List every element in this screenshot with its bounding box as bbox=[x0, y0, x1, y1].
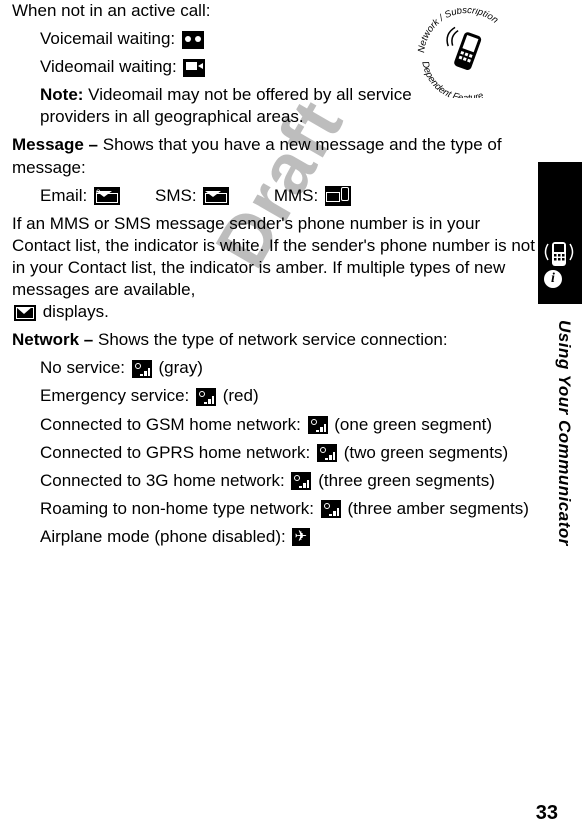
gprs-suffix: (two green segments) bbox=[339, 443, 508, 462]
g3-label: Connected to 3G home network: bbox=[40, 471, 285, 490]
no-service-icon bbox=[132, 360, 152, 378]
videomail-label: Videomail waiting: bbox=[40, 57, 177, 76]
no-service-label: No service: bbox=[40, 358, 125, 377]
voicemail-label: Voicemail waiting: bbox=[40, 29, 175, 48]
message-label: Message – bbox=[12, 135, 103, 154]
e-superscript: e bbox=[95, 187, 101, 197]
network-label: Network – bbox=[12, 330, 98, 349]
phone-icon bbox=[542, 240, 578, 270]
gsm-line: Connected to GSM home network: (one gree… bbox=[12, 414, 535, 436]
multi-message-icon bbox=[14, 305, 36, 321]
roaming-icon bbox=[321, 500, 341, 518]
emergency-icon bbox=[196, 388, 216, 406]
gsm-label: Connected to GSM home network: bbox=[40, 415, 301, 434]
mms-para-text: If an MMS or SMS message sender's phone … bbox=[12, 214, 535, 299]
g3-line: Connected to 3G home network: (three gre… bbox=[12, 470, 535, 492]
videomail-icon bbox=[183, 59, 205, 77]
email-icon: e bbox=[94, 187, 120, 205]
gprs-icon bbox=[317, 444, 337, 462]
voicemail-line: Voicemail waiting: bbox=[12, 28, 535, 50]
message-heading: Message – Shows that you have a new mess… bbox=[12, 134, 535, 178]
voicemail-icon bbox=[182, 31, 204, 49]
sms-icon bbox=[203, 187, 229, 205]
airplane-icon bbox=[292, 528, 310, 546]
network-heading: Network – Shows the type of network serv… bbox=[12, 329, 535, 351]
emergency-suffix: (red) bbox=[218, 386, 259, 405]
emergency-line: Emergency service: (red) bbox=[12, 385, 535, 407]
intro-text: When not in an active call: bbox=[12, 0, 535, 22]
roaming-suffix: (three amber segments) bbox=[343, 499, 529, 518]
page-number: 33 bbox=[536, 802, 558, 825]
no-service-line: No service: (gray) bbox=[12, 357, 535, 379]
mms-label: MMS: bbox=[274, 186, 318, 205]
section-label: Using Your Communicator bbox=[554, 320, 574, 546]
roaming-label: Roaming to non-home type network: bbox=[40, 499, 314, 518]
sms-label: SMS: bbox=[155, 186, 197, 205]
network-text: Shows the type of network service connec… bbox=[98, 330, 448, 349]
mms-para2-text: displays. bbox=[38, 302, 109, 321]
g3-suffix: (three green segments) bbox=[313, 471, 494, 490]
emergency-label: Emergency service: bbox=[40, 386, 189, 405]
gsm-suffix: (one green segment) bbox=[330, 415, 493, 434]
note-text: Videomail may not be offered by all serv… bbox=[40, 85, 412, 126]
airplane-label: Airplane mode (phone disabled): bbox=[40, 527, 286, 546]
roaming-line: Roaming to non-home type network: (three… bbox=[12, 498, 535, 520]
mms-paragraph: If an MMS or SMS message sender's phone … bbox=[12, 213, 535, 323]
email-label: Email: bbox=[40, 186, 87, 205]
g3-icon bbox=[291, 472, 311, 490]
gprs-label: Connected to GPRS home network: bbox=[40, 443, 310, 462]
info-icon: i bbox=[544, 270, 562, 288]
gprs-line: Connected to GPRS home network: (two gre… bbox=[12, 442, 535, 464]
note-label: Note: bbox=[40, 85, 83, 104]
side-tab: i bbox=[538, 162, 582, 304]
videomail-line: Videomail waiting: bbox=[12, 56, 535, 78]
note-line: Note: Videomail may not be offered by al… bbox=[12, 84, 440, 128]
message-types-line: Email: e SMS: MMS: bbox=[12, 185, 535, 207]
gsm-icon bbox=[308, 416, 328, 434]
no-service-suffix: (gray) bbox=[154, 358, 203, 377]
mms-icon bbox=[325, 186, 351, 206]
airplane-line: Airplane mode (phone disabled): bbox=[12, 526, 535, 548]
